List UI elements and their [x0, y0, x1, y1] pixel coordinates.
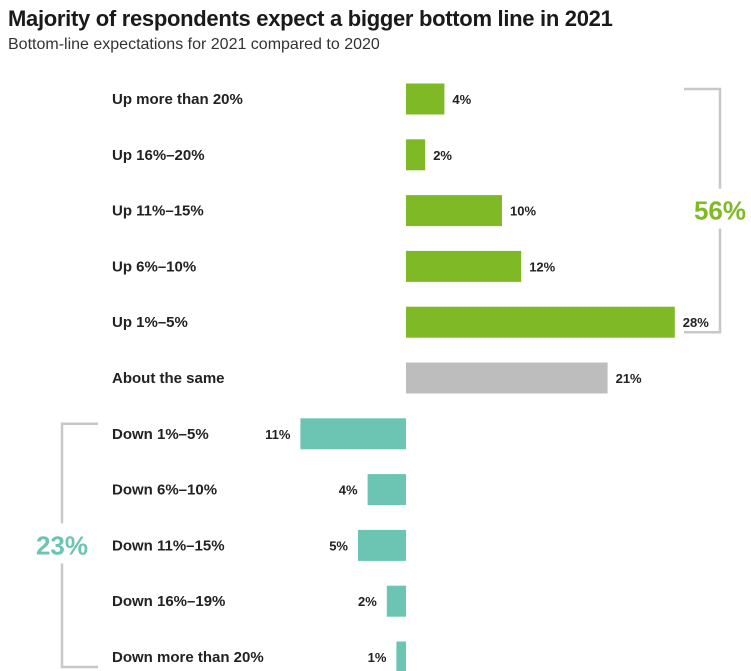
- category-label: Down 1%–5%: [112, 426, 209, 443]
- bar-down-more-than-20pct: [396, 641, 406, 671]
- category-label: Down more than 20%: [112, 649, 264, 666]
- group-total-down: 23%: [36, 530, 88, 560]
- bar-row-down-6pct-10pct: Down 6%–10% 4%: [112, 474, 406, 506]
- bar-row-up-16pct-20pct: Up 16%–20% 2%: [112, 139, 452, 171]
- bar-row-down-1pct-5pct: Down 1%–5% 11%: [112, 418, 406, 450]
- value-label: 21%: [616, 371, 642, 386]
- chart-title: Majority of respondents expect a bigger …: [8, 6, 613, 31]
- bar-up-11pct-15pct: [406, 195, 502, 227]
- value-label: 2%: [433, 148, 452, 163]
- group-total-up: 56%: [694, 196, 746, 226]
- chart-subtitle: Bottom-line expectations for 2021 compar…: [8, 36, 380, 53]
- value-label: 1%: [368, 650, 387, 665]
- bar-row-up-6pct-10pct: Up 6%–10% 12%: [112, 250, 556, 282]
- category-label: Up 16%–20%: [112, 147, 205, 164]
- bar-row-down-more-than-20pct: Down more than 20% 1%: [112, 641, 406, 671]
- category-label: Up more than 20%: [112, 91, 243, 108]
- bar-down-11pct-15pct: [358, 529, 406, 561]
- bar-down-16pct-19pct: [386, 585, 406, 617]
- category-label: Up 1%–5%: [112, 314, 188, 331]
- group-bracket-down: 23%: [34, 422, 98, 669]
- bar-up-more-than-20pct: [406, 83, 445, 115]
- group-bracket-up: 56%: [684, 87, 748, 334]
- bar-up-6pct-10pct: [406, 250, 522, 282]
- value-label: 12%: [529, 259, 555, 274]
- category-label: Down 11%–15%: [112, 537, 225, 554]
- value-label: 4%: [452, 92, 471, 107]
- bar-row-up-1pct-5pct: Up 1%–5% 28%: [112, 306, 709, 338]
- value-label: 11%: [265, 427, 291, 442]
- bar-about-the-same: [406, 362, 608, 394]
- category-label: Up 6%–10%: [112, 258, 196, 275]
- bar-row-up-11pct-15pct: Up 11%–15% 10%: [112, 195, 536, 227]
- bar-row-up-more-than-20pct: Up more than 20% 4%: [112, 83, 472, 115]
- category-label: About the same: [112, 370, 225, 387]
- bar-row-down-11pct-15pct: Down 11%–15% 5%: [112, 529, 406, 561]
- bar-row-down-16pct-19pct: Down 16%–19% 2%: [112, 585, 406, 617]
- category-label: Down 16%–19%: [112, 593, 225, 610]
- bar-down-1pct-5pct: [300, 418, 406, 450]
- bar-down-6pct-10pct: [367, 474, 406, 506]
- bracket-gap: [692, 188, 748, 229]
- value-label: 4%: [339, 483, 358, 498]
- value-label: 2%: [358, 594, 377, 609]
- category-label: Up 11%–15%: [112, 203, 204, 220]
- value-label: 10%: [510, 204, 536, 219]
- value-label: 28%: [683, 315, 709, 330]
- bar-up-16pct-20pct: [406, 139, 426, 171]
- category-label: Down 6%–10%: [112, 482, 217, 499]
- bar-row-about-the-same: About the same 21%: [112, 362, 642, 394]
- bar-up-1pct-5pct: [406, 306, 675, 338]
- bracket-gap: [34, 523, 90, 564]
- value-label: 5%: [329, 538, 348, 553]
